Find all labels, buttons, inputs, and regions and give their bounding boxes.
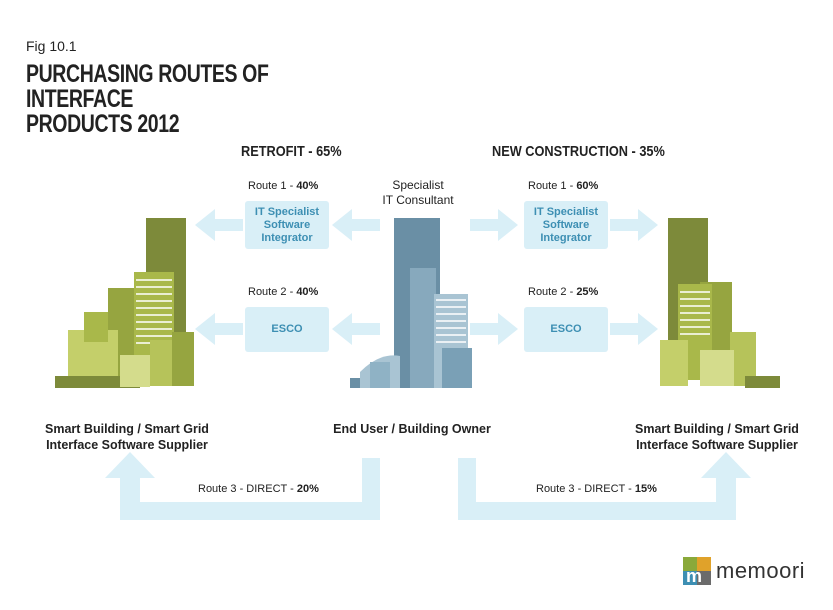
- right-supplier-label: Smart Building / Smart Grid Interface So…: [635, 422, 799, 452]
- retrofit-esco-box: ESCO: [245, 307, 329, 352]
- newcon-route3-label: Route 3 - DIRECT - 15%: [536, 483, 657, 495]
- newcon-esco-box: ESCO: [524, 307, 608, 352]
- arrow-route2-left-outer: [195, 313, 243, 345]
- arrow-route2-right-outer: [610, 313, 658, 345]
- new-construction-heading: NEW CONSTRUCTION - 35%: [492, 143, 665, 160]
- it-consultant-label: Specialist IT Consultant: [382, 178, 454, 207]
- left-supplier-label: Smart Building / Smart Grid Interface So…: [45, 422, 209, 452]
- arrow-route1-right-inner: [470, 209, 518, 241]
- svg-text:m: m: [686, 566, 702, 586]
- route3-arrows: [105, 452, 751, 520]
- memoori-logo-mark: m: [683, 557, 711, 586]
- retrofit-route2-label: Route 2 - 40%: [248, 286, 319, 298]
- chart-title-line1: PURCHASING ROUTES OF INTERFACE: [26, 60, 269, 113]
- end-user-label: End User / Building Owner: [333, 422, 491, 436]
- arrow-route2-right-inner: [470, 313, 518, 345]
- arrow-route1-right-outer: [610, 209, 658, 241]
- arrow-route1-left-inner: [332, 209, 380, 241]
- retrofit-route3-label: Route 3 - DIRECT - 20%: [198, 483, 319, 495]
- route2-arrows: [195, 313, 658, 345]
- chart-title-line2: PRODUCTS 2012: [26, 110, 180, 138]
- memoori-logo-text: memoori: [716, 558, 806, 583]
- arrow-route3-right: [458, 452, 751, 520]
- newcon-route1-label: Route 1 - 60%: [528, 180, 599, 192]
- newcon-route2-label: Route 2 - 25%: [528, 286, 599, 298]
- arrow-route1-left-outer: [195, 209, 243, 241]
- arrow-route2-left-inner: [332, 313, 380, 345]
- left-building-cluster: [55, 218, 194, 388]
- retrofit-heading: RETROFIT - 65%: [241, 143, 342, 160]
- arrow-route3-left: [105, 452, 380, 520]
- figure-label: Fig 10.1: [26, 38, 77, 54]
- retrofit-route1-label: Route 1 - 40%: [248, 180, 319, 192]
- right-building-cluster: [660, 218, 780, 388]
- retrofit-it-specialist-box: IT Specialist Software Integrator: [245, 201, 329, 249]
- route1-arrows: [195, 209, 658, 241]
- center-building-cluster: [350, 218, 472, 388]
- chart-title: PURCHASING ROUTES OF INTERFACE PRODUCTS …: [26, 62, 354, 137]
- newcon-it-specialist-box: IT Specialist Software Integrator: [524, 201, 608, 249]
